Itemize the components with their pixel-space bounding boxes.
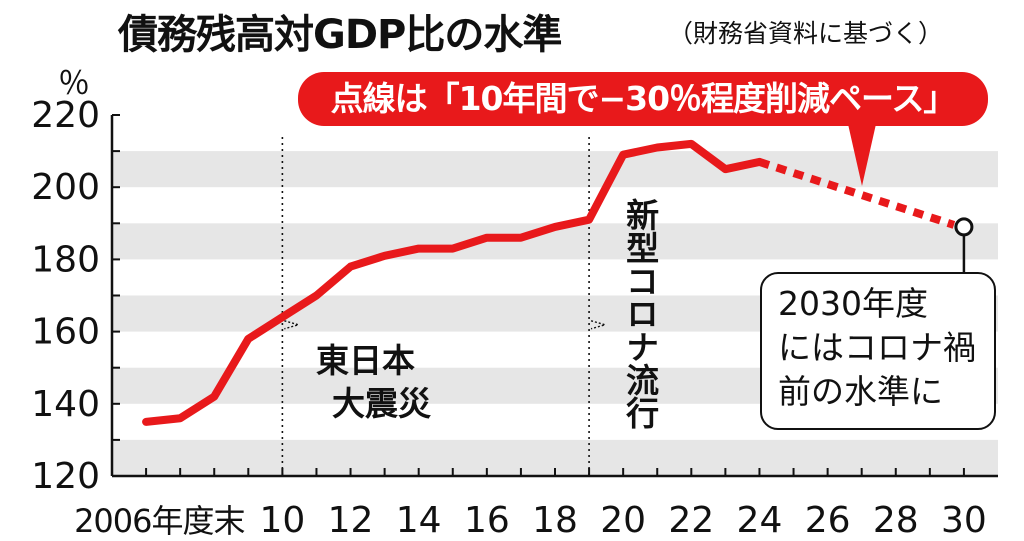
x-tick-label: 22 — [668, 500, 714, 541]
callout-line-1: 2030年度 — [778, 284, 928, 323]
annotation-earthquake-line2: 大震災 — [332, 383, 431, 423]
series — [142, 139, 974, 426]
y-tick-label: 180 — [31, 239, 100, 280]
y-tick-label: 160 — [31, 312, 100, 353]
chart-title: 債務残高対GDP比の水準 — [118, 12, 562, 58]
callout-box: 2030年度 にはコロナ禍 前の水準に — [760, 272, 996, 430]
x-tick-label: 16 — [464, 500, 510, 541]
x-tick-label: 18 — [532, 500, 578, 541]
x-tick-labels: 2006年度末 10 12 14 16 18 20 22 24 26 28 30 — [74, 500, 987, 541]
x-tick-label: 2006年度末 — [74, 502, 244, 540]
x-tick-label: 24 — [737, 500, 783, 541]
annotation-pointer — [284, 320, 301, 330]
annotation-lines — [281, 137, 608, 476]
note-badge: 点線は「10年間で−30％程度削減ペース」 — [298, 72, 988, 126]
annotation-covid: 新型コロナ流行 — [620, 198, 660, 429]
x-tick-label: 10 — [259, 500, 305, 541]
callout-line-3: 前の水準に — [778, 372, 943, 411]
y-axis-unit: ％ — [58, 64, 91, 102]
x-tick-label: 30 — [941, 500, 987, 541]
annotation-earthquake-line1: 東日本 — [316, 341, 415, 380]
source-note: （財務省資料に基づく） — [668, 19, 944, 48]
x-tick-label: 26 — [805, 500, 851, 541]
annotation-pointer — [590, 320, 608, 330]
grid-band — [112, 151, 998, 188]
x-tick-label: 14 — [396, 500, 442, 541]
x-tick-label: 20 — [600, 500, 646, 541]
y-tick-label: 220 — [31, 95, 100, 136]
y-tick-label: 120 — [31, 456, 100, 497]
badge-pointer — [848, 124, 876, 186]
axes — [110, 114, 998, 478]
series-line-actual — [142, 139, 764, 426]
badge-pointer-tail — [848, 124, 876, 186]
series-line-projection — [758, 158, 956, 229]
target-point — [954, 217, 974, 237]
y-tick-label: 200 — [31, 167, 100, 208]
y-tick-label: 140 — [31, 384, 100, 425]
x-tick-label: 28 — [873, 500, 919, 541]
callout-line-2: にはコロナ禍 — [778, 328, 976, 367]
x-tick-label: 12 — [328, 500, 374, 541]
annotation-earthquake: 東日本 大震災 — [316, 340, 431, 426]
y-tick-labels: 120 140 160 180 200 220 — [31, 95, 100, 497]
